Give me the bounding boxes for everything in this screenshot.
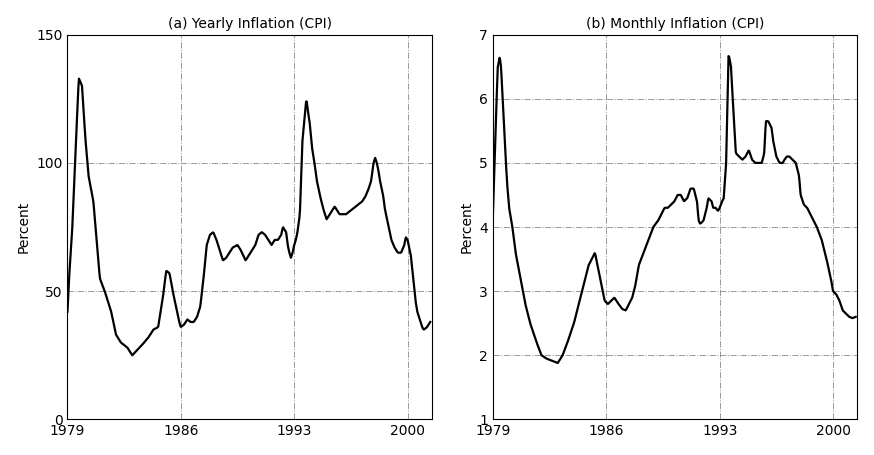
Title: (a) Yearly Inflation (CPI): (a) Yearly Inflation (CPI) [168,17,331,30]
Y-axis label: Percent: Percent [460,201,474,253]
Title: (b) Monthly Inflation (CPI): (b) Monthly Inflation (CPI) [586,17,765,30]
Y-axis label: Percent: Percent [17,201,31,253]
